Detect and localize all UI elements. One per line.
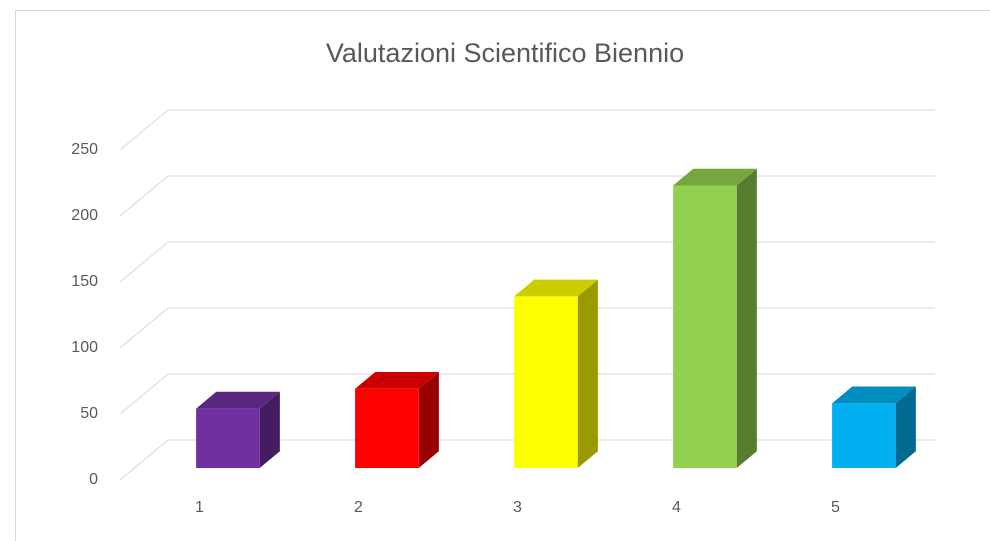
bar-front [514,296,578,468]
bar-front [673,185,737,468]
bar-front [196,408,260,468]
bar-side [577,279,598,468]
chart-border [15,10,990,541]
grid-line-side [119,175,169,217]
y-tick-label: 200 [71,207,98,224]
bar-side [259,391,280,468]
bar-top [832,386,916,404]
y-tick-label: 250 [71,141,98,158]
bar-side [418,372,439,468]
y-tick-label: 100 [71,339,98,356]
grid-line-side [119,241,169,283]
grid-line-side [119,307,169,349]
bar-top [514,279,598,297]
bar [355,372,439,468]
grid-line-side [119,109,169,151]
bar [196,391,280,468]
bar-side [895,386,916,468]
bar [832,386,916,468]
y-tick-label: 0 [89,471,98,488]
bar-side [736,168,757,468]
grid-line-side [119,439,169,481]
bar-top [673,168,757,186]
x-tick-label: 2 [354,499,363,516]
y-tick-label: 50 [80,405,98,422]
bar-top [196,391,280,409]
chart-title: Valutazioni Scientifico Biennio [326,38,684,68]
grid-line-side [119,373,169,415]
bar-top [355,372,439,389]
bar [673,168,757,468]
bar [514,279,598,468]
x-tick-label: 1 [195,499,204,516]
x-tick-label: 4 [672,499,681,516]
bar-front [355,388,419,468]
x-tick-label: 3 [513,499,522,516]
y-tick-label: 150 [71,273,98,290]
x-tick-label: 5 [831,499,840,516]
bar-front [832,403,896,468]
